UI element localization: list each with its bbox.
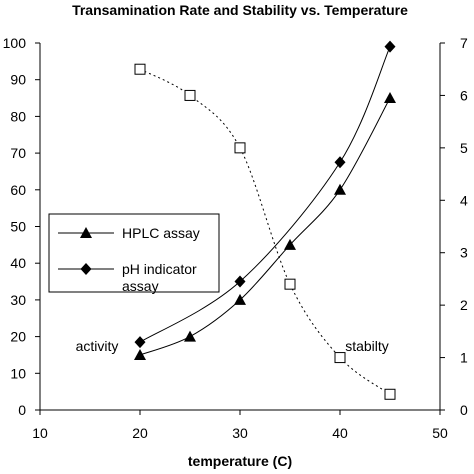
axes: 10 20 30 40 50 0 10 20 30 40 50 60 70 80 90 100 0 1 2 3 4 5 6 7	[3, 35, 468, 441]
open-square-point	[134, 63, 146, 75]
legend-label: pH indicator assay	[122, 261, 197, 294]
legend-label-line: assay	[122, 278, 159, 294]
legend-label: HPLC assay	[122, 225, 200, 241]
legend-label-line: pH indicator	[122, 261, 197, 277]
diamond-point	[384, 40, 396, 53]
triangle-point	[334, 183, 346, 195]
y2-tick-label: 4	[460, 192, 468, 208]
legend: HPLC assay pH indicator assay	[48, 213, 220, 294]
y-tick-label: 0	[18, 402, 26, 418]
y-tick-label: 100	[3, 35, 27, 51]
triangle-point	[184, 330, 196, 342]
open-square-point	[334, 352, 346, 364]
legend-box	[48, 213, 220, 293]
y-tick-label: 60	[10, 182, 26, 198]
legend-marker-diamond	[80, 263, 92, 275]
diamond-point	[234, 275, 246, 288]
diamond-point	[134, 336, 146, 349]
open-square-point	[284, 278, 296, 290]
x-tick-label: 30	[232, 425, 248, 441]
y-tick-label: 50	[10, 219, 26, 235]
annotation-label: stabilty	[345, 338, 389, 354]
y-tick-label: 20	[10, 329, 26, 345]
open-square-point	[384, 388, 396, 400]
x-tick-label: 10	[32, 425, 48, 441]
y2-tick-label: 7	[460, 35, 468, 51]
triangle-point	[234, 293, 246, 305]
y2-tick-label: 1	[460, 350, 468, 366]
y2-tick-label: 5	[460, 140, 468, 156]
y-tick-label: 10	[10, 365, 26, 381]
y2-tick-label: 6	[460, 87, 468, 103]
x-tick-label: 50	[432, 425, 448, 441]
x-axis-label: temperature (C)	[188, 453, 292, 469]
y-tick-label: 90	[10, 72, 26, 88]
y-tick-label: 30	[10, 292, 26, 308]
series-2	[134, 63, 396, 400]
triangle-point	[284, 238, 296, 250]
series-line	[139, 46, 391, 343]
y2-tick-label: 3	[460, 245, 468, 261]
annotations-group: activity stabilty	[76, 338, 389, 354]
y-tick-label: 80	[10, 108, 26, 124]
triangle-point	[384, 92, 396, 104]
annotation-label: activity	[76, 338, 119, 354]
series-0	[134, 92, 396, 360]
legend-marker-triangle	[80, 227, 92, 238]
chart-title: Transamination Rate and Stability vs. Te…	[72, 2, 408, 18]
y-tick-label: 40	[10, 255, 26, 271]
open-square-point	[184, 89, 196, 101]
y-tick-label: 70	[10, 145, 26, 161]
y2-tick-label: 0	[460, 402, 468, 418]
series-1	[134, 40, 396, 349]
x-tick-label: 40	[332, 425, 348, 441]
triangle-point	[134, 348, 146, 360]
y2-tick-label: 2	[460, 297, 468, 313]
open-square-point	[234, 142, 246, 154]
diamond-point	[334, 156, 346, 169]
series-group	[134, 40, 396, 400]
x-tick-label: 20	[132, 425, 148, 441]
